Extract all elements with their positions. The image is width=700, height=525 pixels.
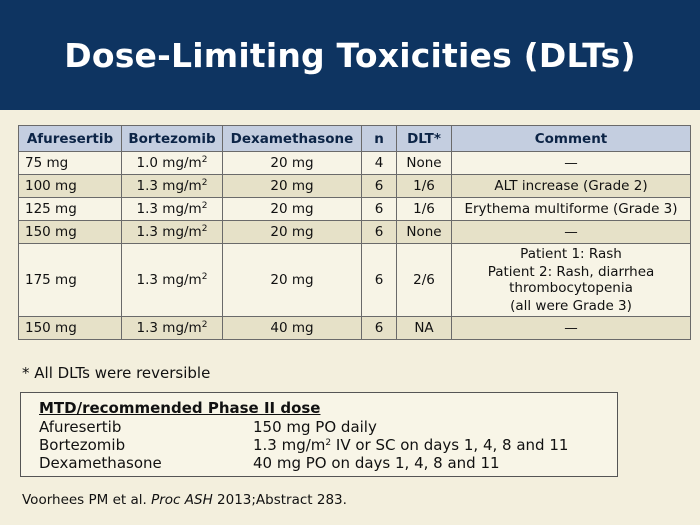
cell-dlt: 1/6: [396, 197, 452, 221]
cell-dexamethasone: 20 mg: [222, 151, 362, 175]
cell-afuresertib: 150 mg: [18, 316, 122, 340]
cell-bortezomib: 1.3 mg/m2: [121, 174, 223, 198]
cell-bortezomib: 1.3 mg/m2: [121, 243, 223, 317]
cell-n: 4: [361, 151, 397, 175]
table-row: 125 mg 1.3 mg/m2 20 mg 6 1/6 Erythema mu…: [18, 197, 691, 221]
mtd-drug: Bortezomib: [39, 436, 126, 454]
mtd-drug: Dexamethasone: [39, 454, 162, 472]
comment-line: Patient 2: Rash, diarrhea thrombocytopen…: [487, 264, 655, 296]
col-header-comment: Comment: [451, 125, 691, 152]
mtd-dose: 1.3 mg/m2 IV or SC on days 1, 4, 8 and 1…: [253, 436, 569, 454]
footnote: * All DLTs were reversible: [22, 364, 211, 382]
cell-dexamethasone: 20 mg: [222, 220, 362, 244]
col-header-dlt: DLT*: [396, 125, 452, 152]
cell-n: 6: [361, 243, 397, 317]
cell-bortezomib: 1.3 mg/m2: [121, 316, 223, 340]
cell-bortezomib: 1.3 mg/m2: [121, 220, 223, 244]
cell-comment: —: [451, 220, 691, 244]
cell-comment: ALT increase (Grade 2): [451, 174, 691, 198]
table-row: 75 mg 1.0 mg/m2 20 mg 4 None —: [18, 151, 691, 175]
cell-afuresertib: 125 mg: [18, 197, 122, 221]
cell-dlt: None: [396, 151, 452, 175]
cell-dexamethasone: 40 mg: [222, 316, 362, 340]
comment-line: (all were Grade 3): [510, 298, 632, 314]
cell-dexamethasone: 20 mg: [222, 174, 362, 198]
mtd-dose: 40 mg PO on days 1, 4, 8 and 11: [253, 454, 500, 472]
table-row: 100 mg 1.3 mg/m2 20 mg 6 1/6 ALT increas…: [18, 174, 691, 198]
cell-dlt: NA: [396, 316, 452, 340]
cell-afuresertib: 75 mg: [18, 151, 122, 175]
mtd-drug: Afuresertib: [39, 418, 122, 436]
cell-comment: —: [451, 151, 691, 175]
table-row: 175 mg 1.3 mg/m2 20 mg 6 2/6 Patient 1: …: [18, 243, 691, 317]
cell-afuresertib: 150 mg: [18, 220, 122, 244]
col-header-n: n: [361, 125, 397, 152]
cell-afuresertib: 100 mg: [18, 174, 122, 198]
cell-n: 6: [361, 174, 397, 198]
cell-n: 6: [361, 316, 397, 340]
citation: Voorhees PM et al. Proc ASH 2013;Abstrac…: [22, 492, 347, 508]
cell-dexamethasone: 20 mg: [222, 243, 362, 317]
mtd-box: MTD/recommended Phase II dose Afureserti…: [20, 392, 618, 477]
mtd-row: Afuresertib 150 mg PO daily: [39, 418, 599, 436]
col-header-dexamethasone: Dexamethasone: [222, 125, 362, 152]
slide-title: Dose-Limiting Toxicities (DLTs): [64, 35, 636, 75]
cell-bortezomib: 1.0 mg/m2: [121, 151, 223, 175]
cell-comment: —: [451, 316, 691, 340]
cell-comment: Patient 1: Rash Patient 2: Rash, diarrhe…: [451, 243, 691, 317]
mtd-row: Bortezomib 1.3 mg/m2 IV or SC on days 1,…: [39, 436, 599, 454]
col-header-afuresertib: Afuresertib: [18, 125, 122, 152]
mtd-heading: MTD/recommended Phase II dose: [39, 399, 321, 417]
table-row: 150 mg 1.3 mg/m2 20 mg 6 None —: [18, 220, 691, 244]
table-header-row: Afuresertib Bortezomib Dexamethasone n D…: [18, 125, 691, 152]
cell-dlt: 2/6: [396, 243, 452, 317]
dlt-table: Afuresertib Bortezomib Dexamethasone n D…: [18, 125, 691, 340]
mtd-dose: 150 mg PO daily: [253, 418, 377, 436]
comment-line: Patient 1: Rash: [520, 246, 622, 262]
cell-bortezomib: 1.3 mg/m2: [121, 197, 223, 221]
cell-comment: Erythema multiforme (Grade 3): [451, 197, 691, 221]
col-header-bortezomib: Bortezomib: [121, 125, 223, 152]
cell-n: 6: [361, 220, 397, 244]
mtd-row: Dexamethasone 40 mg PO on days 1, 4, 8 a…: [39, 454, 599, 472]
cell-afuresertib: 175 mg: [18, 243, 122, 317]
cell-n: 6: [361, 197, 397, 221]
title-banner: Dose-Limiting Toxicities (DLTs): [0, 0, 700, 110]
cell-dlt: 1/6: [396, 174, 452, 198]
cell-dexamethasone: 20 mg: [222, 197, 362, 221]
cell-dlt: None: [396, 220, 452, 244]
table-row: 150 mg 1.3 mg/m2 40 mg 6 NA —: [18, 316, 691, 340]
